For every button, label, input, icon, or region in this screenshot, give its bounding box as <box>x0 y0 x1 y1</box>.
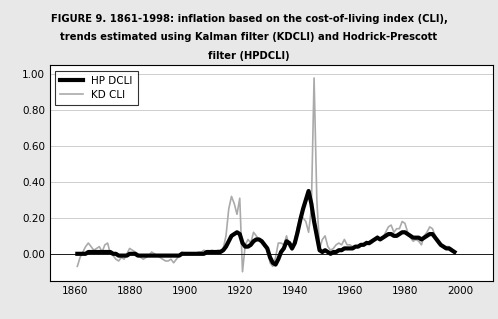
Text: filter (HPDCLI): filter (HPDCLI) <box>208 51 290 61</box>
Text: trends estimated using Kalman filter (KDCLI) and Hodrick-Prescott: trends estimated using Kalman filter (KD… <box>60 32 438 42</box>
Legend: HP DCLI, KD CLI: HP DCLI, KD CLI <box>55 70 138 105</box>
Text: FIGURE 9. 1861-1998: inflation based on the cost-of-living index (CLI),: FIGURE 9. 1861-1998: inflation based on … <box>51 14 447 24</box>
